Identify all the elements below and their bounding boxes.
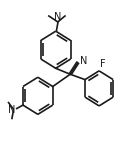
Text: N: N [8,105,16,115]
Text: N: N [54,12,61,22]
Text: F: F [100,59,106,69]
Text: N: N [80,56,87,66]
